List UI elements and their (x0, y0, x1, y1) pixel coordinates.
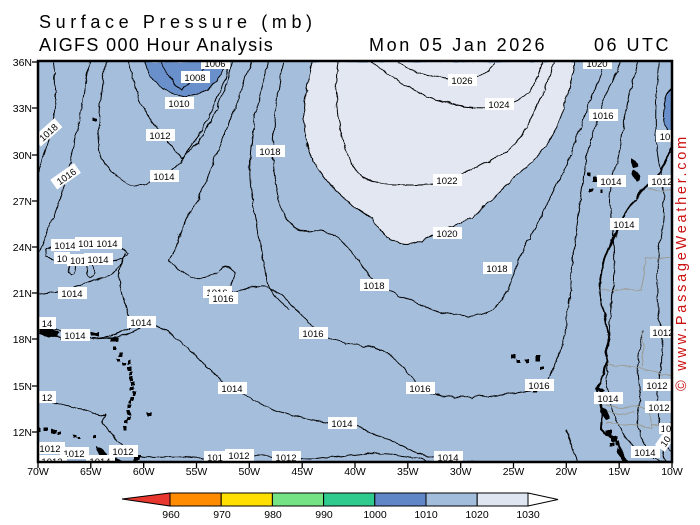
svg-text:1018: 1018 (363, 281, 384, 292)
svg-text:1024: 1024 (488, 100, 509, 111)
svg-text:1000: 1000 (363, 509, 387, 521)
svg-text:27N: 27N (13, 196, 32, 208)
svg-text:1014: 1014 (89, 457, 110, 468)
svg-text:1014: 1014 (153, 172, 174, 183)
svg-text:1014: 1014 (221, 384, 242, 395)
svg-text:101: 101 (207, 453, 223, 464)
svg-text:50W: 50W (239, 466, 261, 478)
svg-text:45W: 45W (291, 466, 313, 478)
svg-text:1026: 1026 (451, 76, 472, 87)
svg-text:1014: 1014 (613, 220, 634, 231)
svg-text:1014: 1014 (87, 255, 108, 266)
svg-text:12N: 12N (13, 427, 32, 439)
svg-text:10W: 10W (661, 466, 683, 478)
svg-text:15N: 15N (13, 381, 32, 393)
svg-text:1012: 1012 (646, 381, 667, 392)
svg-text:1014: 1014 (54, 241, 75, 252)
svg-text:1014: 1014 (61, 289, 82, 300)
svg-text:10: 10 (659, 434, 674, 449)
svg-text:1016: 1016 (409, 384, 430, 395)
svg-text:1012: 1012 (149, 131, 170, 142)
svg-text:55W: 55W (186, 466, 208, 478)
svg-text:1012: 1012 (63, 449, 84, 460)
svg-text:12: 12 (42, 393, 53, 404)
svg-text:1020: 1020 (436, 229, 457, 240)
svg-text:1014: 1014 (437, 453, 458, 464)
svg-text:1010: 1010 (168, 99, 189, 110)
svg-text:1006: 1006 (204, 59, 225, 70)
svg-text:30N: 30N (13, 150, 32, 162)
svg-text:10: 10 (57, 254, 68, 265)
svg-text:14: 14 (42, 319, 53, 330)
svg-text:1012: 1012 (39, 444, 60, 455)
svg-text:1016: 1016 (592, 111, 613, 122)
svg-text:1014: 1014 (634, 448, 655, 459)
svg-text:25W: 25W (503, 466, 525, 478)
svg-text:24N: 24N (13, 242, 32, 254)
svg-text:1014: 1014 (597, 394, 618, 405)
svg-text:21N: 21N (13, 288, 32, 300)
svg-text:60W: 60W (133, 466, 155, 478)
svg-text:1014: 1014 (96, 239, 117, 250)
svg-text:15W: 15W (608, 466, 630, 478)
svg-text:1012: 1012 (112, 447, 133, 458)
svg-text:970: 970 (213, 509, 231, 521)
svg-text:18N: 18N (13, 334, 32, 346)
svg-text:980: 980 (264, 509, 282, 521)
svg-text:35W: 35W (397, 466, 419, 478)
svg-text:1018: 1018 (259, 147, 280, 158)
svg-text:1014: 1014 (64, 331, 85, 342)
svg-text:1020: 1020 (465, 509, 489, 521)
svg-text:1016: 1016 (528, 381, 549, 392)
svg-text:1016: 1016 (212, 294, 233, 305)
svg-text:960: 960 (162, 509, 180, 521)
svg-text:1022: 1022 (436, 176, 457, 187)
svg-text:1012: 1012 (652, 328, 673, 339)
svg-text:1014: 1014 (600, 177, 621, 188)
svg-text:10: 10 (660, 132, 671, 143)
svg-text:1012: 1012 (651, 177, 672, 188)
svg-text:101: 101 (78, 239, 94, 250)
svg-text:1020: 1020 (586, 59, 607, 70)
svg-text:1012: 1012 (228, 451, 249, 462)
svg-text:1008: 1008 (184, 73, 205, 84)
svg-text:20W: 20W (556, 466, 578, 478)
svg-text:990: 990 (315, 509, 333, 521)
svg-text:70W: 70W (27, 466, 49, 478)
svg-text:101: 101 (70, 256, 86, 267)
svg-text:1030: 1030 (516, 509, 540, 521)
svg-text:33N: 33N (13, 103, 32, 115)
svg-text:10: 10 (661, 424, 672, 435)
svg-text:1012: 1012 (275, 453, 296, 464)
svg-text:1014: 1014 (130, 318, 151, 329)
svg-text:1012: 1012 (41, 457, 62, 468)
svg-text:1010: 1010 (414, 509, 438, 521)
svg-text:65W: 65W (80, 466, 102, 478)
svg-text:1012: 1012 (648, 403, 669, 414)
svg-text:1016: 1016 (302, 329, 323, 340)
svg-text:1018: 1018 (486, 264, 507, 275)
svg-text:40W: 40W (344, 466, 366, 478)
svg-text:© www.PassageWeather.com: © www.PassageWeather.com (674, 134, 690, 391)
svg-text:30W: 30W (450, 466, 472, 478)
svg-text:1014: 1014 (331, 419, 352, 430)
svg-text:36N: 36N (13, 57, 32, 69)
